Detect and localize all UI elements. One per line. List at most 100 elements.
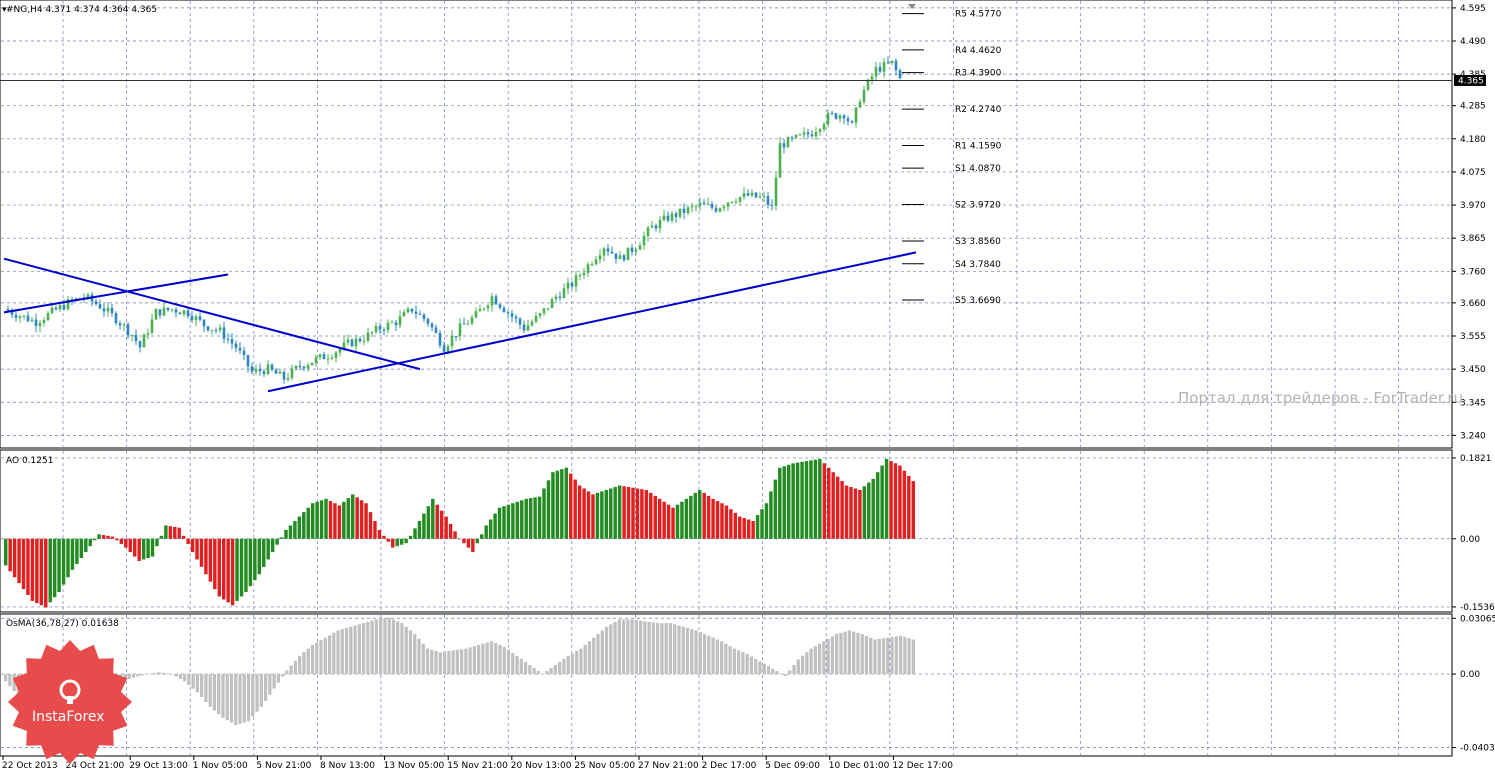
osma-bar [374, 619, 379, 675]
ao-bar [511, 503, 515, 539]
candle-body [350, 339, 354, 347]
osma-bar [728, 646, 732, 675]
candle-body [758, 196, 762, 198]
osma-bar [136, 674, 140, 677]
x-tick-label: 10 Dec 01:00 [829, 761, 890, 771]
candle-body [34, 319, 38, 327]
ao-bar [106, 535, 110, 539]
ao-panel[interactable]: 0.1821 0.00 -0.1536 AO 0.1251 [0, 449, 1495, 613]
candle-body [274, 369, 278, 374]
osma-bar [532, 668, 536, 675]
candle-body [726, 202, 730, 207]
ao-bar [195, 538, 199, 560]
candle-body [714, 207, 718, 212]
ao-bar [177, 527, 181, 539]
logo-emblem-icon [59, 679, 81, 704]
osma-bar [852, 631, 856, 675]
ao-bar [39, 538, 44, 606]
ao-bar [604, 489, 609, 539]
osma-bar [442, 651, 447, 675]
osma-bar [140, 674, 144, 676]
candle-body [606, 248, 610, 252]
pivot-label-r2: R2 4.2740 [955, 105, 1002, 115]
osma-bar [430, 649, 434, 675]
ao-bar [800, 461, 804, 539]
osma-bar [523, 661, 528, 675]
candle-body [242, 350, 246, 356]
osma-bar [153, 672, 157, 675]
ao-bar [555, 470, 560, 539]
ao-bar [880, 465, 884, 539]
y-tick-label: 3.970 [1460, 201, 1486, 211]
ao-bar [351, 494, 355, 539]
osma-bar [229, 674, 234, 723]
ao-bar [640, 489, 644, 539]
candle-body [502, 307, 506, 313]
ao-bar [675, 504, 680, 539]
ao-bar [239, 538, 244, 597]
candle-body [226, 338, 230, 340]
ao-bar [778, 467, 782, 539]
ao-bar [653, 495, 657, 539]
ao-bar [844, 485, 849, 539]
candle-body [742, 193, 746, 198]
osma-bar [208, 674, 212, 707]
ao-bar [480, 534, 484, 539]
osma-bar [668, 623, 673, 675]
candle-body [486, 305, 490, 309]
osma-bar [881, 638, 886, 675]
osma-bar [540, 674, 545, 675]
osma-bar [200, 674, 204, 698]
candle-body [162, 307, 166, 316]
candle-body [438, 332, 442, 346]
ao-bar [284, 529, 288, 539]
candle-body [718, 208, 722, 212]
ao-bar [795, 462, 800, 539]
ao-bar [75, 538, 79, 564]
osma-bar [289, 665, 293, 675]
osma-bar [638, 620, 643, 675]
candle-body [194, 316, 198, 321]
y-tick-label: 0.00 [1460, 670, 1480, 680]
candle-body [302, 366, 306, 369]
ao-bar [662, 501, 666, 539]
candle-body [290, 368, 294, 378]
ao-bar [560, 469, 564, 539]
candle-body [370, 332, 374, 334]
candle-body [874, 66, 878, 77]
candle-body [570, 282, 574, 287]
ao-bar [128, 538, 133, 553]
ao-bar [133, 538, 137, 557]
osma-bar [864, 635, 869, 675]
candle-body [58, 305, 62, 310]
osma-bar [298, 655, 302, 675]
osma-bar [698, 632, 702, 675]
candle-body [394, 322, 398, 326]
osma-bar [485, 642, 489, 675]
trendline-3[interactable] [267, 251, 917, 393]
osma-bar [310, 644, 315, 675]
osma-bar [276, 674, 281, 683]
shift-marker-icon[interactable] [908, 4, 916, 9]
ao-bar [729, 509, 733, 539]
ao-bar [44, 538, 48, 608]
price-panel[interactable]: 4.5954.4904.3854.2854.1804.0753.9703.865… [0, 0, 1486, 449]
osma-bar [396, 621, 400, 675]
osma-bar [391, 619, 396, 675]
trendline-2[interactable] [3, 273, 229, 314]
ao-bar [786, 464, 791, 539]
osma-bar [438, 652, 442, 675]
ao-bar [818, 458, 822, 539]
trendlines[interactable] [3, 251, 917, 393]
osma-bar [413, 634, 417, 675]
osma-bar [779, 673, 783, 675]
candle-body [890, 60, 894, 64]
pivot-label-s2: S2 3.9720 [955, 200, 1001, 210]
candle-body [630, 247, 634, 252]
trendline-1[interactable] [3, 257, 421, 371]
osma-bar [477, 644, 481, 675]
osma-bar [570, 653, 575, 675]
dropdown-arrow-icon[interactable]: ▾ [2, 5, 7, 15]
osma-bar [566, 655, 570, 675]
